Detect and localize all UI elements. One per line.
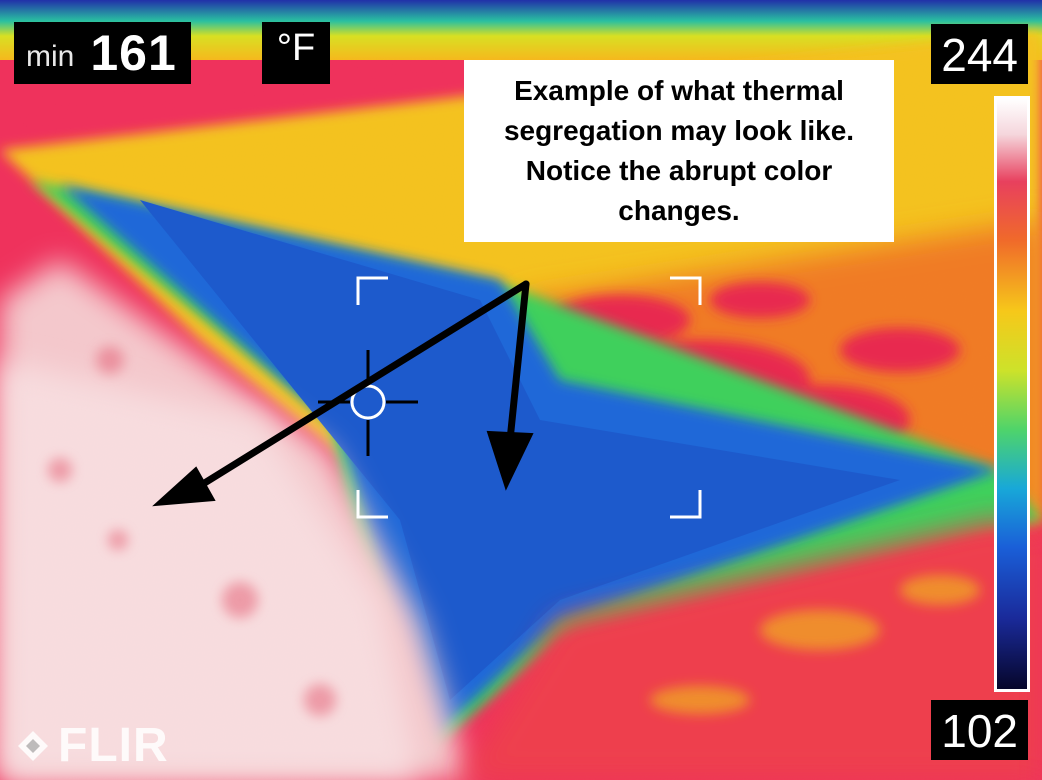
arrow-icon: [152, 280, 534, 507]
min-temperature-box: min 161: [14, 22, 191, 84]
scale-min-value: 102: [931, 700, 1028, 760]
min-value: 161: [90, 25, 177, 81]
scale-max-value: 244: [931, 24, 1028, 84]
flir-logo-text: FLIR: [58, 719, 169, 772]
temperature-unit: °F: [262, 22, 330, 84]
min-label: min: [26, 40, 75, 73]
flir-logo-icon: [18, 730, 48, 761]
annotation-callout: Example of what thermal segregation may …: [464, 60, 894, 242]
measurement-frame: [356, 276, 702, 519]
temperature-colorbar: [994, 96, 1030, 692]
flir-logo: FLIR: [16, 718, 169, 773]
callout-text: Example of what thermal segregation may …: [503, 75, 855, 226]
min-temperature-readout: min 161 °F: [14, 22, 330, 84]
